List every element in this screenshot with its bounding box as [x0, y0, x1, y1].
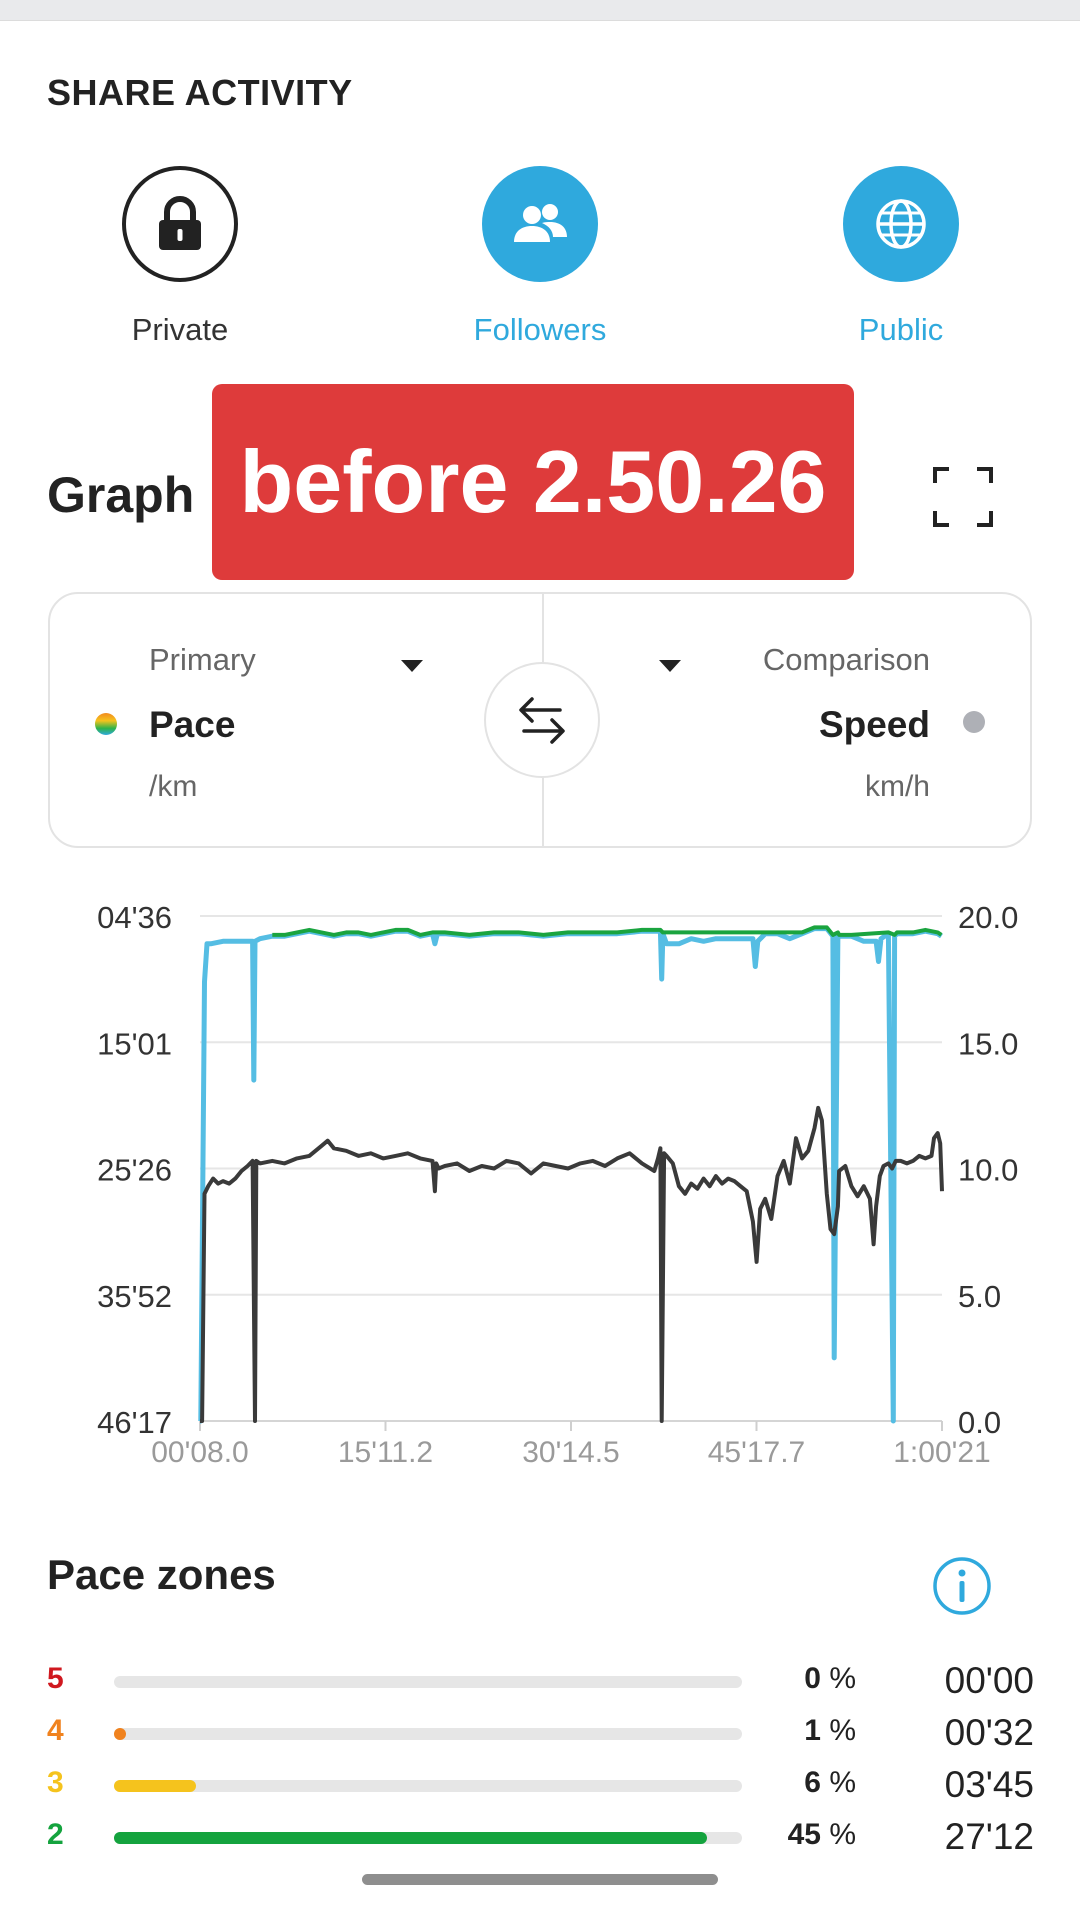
globe-icon [843, 166, 959, 282]
zone-time: 00'32 [944, 1712, 1034, 1753]
pace-zone-row: 2 45 % 27'12 [0, 1816, 1080, 1858]
zone-bar-track [114, 1832, 742, 1844]
home-indicator[interactable] [362, 1874, 718, 1885]
share-option-label: Followers [473, 312, 607, 347]
zone-percent: 0 % [804, 1662, 856, 1695]
primary-unit: /km [149, 770, 198, 803]
speed-series-line [200, 1105, 944, 1423]
pace-zone-row: 5 0 % 00'00 [0, 1660, 1080, 1702]
comparison-unit: km/h [864, 770, 930, 803]
zone-percent: 45 % [787, 1818, 856, 1851]
zone-number: 2 [47, 1818, 64, 1851]
fullscreen-icon[interactable] [932, 466, 994, 528]
zone-bar-track [114, 1780, 742, 1792]
pace-speed-chart[interactable]: 04'36 15'01 25'26 35'52 46'17 20.0 15.0 10.0 5.0… [0, 880, 1080, 1480]
lock-icon [122, 166, 238, 282]
version-banner: before 2.50.26 [212, 384, 854, 580]
comparison-metric: Speed [818, 704, 930, 745]
x-tick-label: 15'11.2 [338, 1436, 433, 1469]
zone-bar-track [114, 1676, 742, 1688]
share-activity-title: SHARE ACTIVITY [47, 72, 353, 113]
y-right-tick-label: 5.0 [958, 1279, 1001, 1314]
info-icon[interactable] [932, 1556, 992, 1616]
chevron-down-icon [401, 660, 423, 672]
zone-bar-fill [114, 1780, 196, 1792]
y-right-tick-label: 0.0 [958, 1405, 1001, 1440]
zone-percent: 6 % [804, 1766, 856, 1799]
graph-title: Graph [47, 467, 195, 523]
comparison-label: Comparison [762, 642, 930, 677]
pace-zone-row: 3 6 % 03'45 [0, 1764, 1080, 1806]
pace-zone-row: 4 1 % 00'32 [0, 1712, 1080, 1754]
speed-legend-dot [963, 711, 985, 733]
zone-number: 3 [47, 1766, 64, 1799]
graph-metric-selector: Primary Pace /km Comparison Speed km/h [48, 592, 1032, 848]
y-right-tick-label: 20.0 [958, 900, 1018, 935]
share-option-label: Private [131, 312, 229, 347]
y-left-tick-label: 04'36 [97, 900, 172, 935]
share-option-label: Public [858, 312, 944, 347]
pace-legend-dot [95, 713, 117, 735]
y-right-tick-label: 10.0 [958, 1153, 1018, 1188]
y-left-tick-label: 25'26 [97, 1153, 172, 1188]
zone-time: 00'00 [944, 1660, 1034, 1701]
x-tick-label: 45'17.7 [708, 1436, 806, 1469]
swap-metrics-button[interactable] [484, 662, 600, 778]
zone-number: 5 [47, 1662, 64, 1695]
chevron-down-icon [659, 660, 681, 672]
x-tick-label: 30'14.5 [522, 1436, 620, 1469]
x-tick-label: 1:00'21 [893, 1436, 991, 1469]
zone-time: 03'45 [944, 1764, 1034, 1805]
y-left-tick-label: 35'52 [97, 1279, 172, 1314]
primary-metric: Pace [149, 704, 236, 745]
share-option-private[interactable]: Private [60, 166, 300, 348]
y-right-tick-label: 15.0 [958, 1026, 1018, 1061]
y-left-tick-label: 46'17 [97, 1405, 172, 1440]
share-option-public[interactable]: Public [781, 166, 1021, 348]
followers-icon [482, 166, 598, 282]
x-tick-label: 00'08.0 [151, 1436, 249, 1469]
zone-bar-fill [114, 1728, 126, 1740]
pace-zones-title: Pace zones [47, 1551, 276, 1598]
status-bar-strip [0, 0, 1080, 21]
zone-percent: 1 % [804, 1714, 856, 1747]
zone-number: 4 [47, 1714, 64, 1747]
pace-zone-overlay [272, 925, 943, 937]
pace-series-line [198, 926, 943, 1424]
swap-arrows-icon [519, 697, 565, 744]
primary-label: Primary [149, 642, 256, 677]
zone-bar-track [114, 1728, 742, 1740]
zone-time: 27'12 [944, 1816, 1034, 1857]
zone-bar-fill [114, 1832, 708, 1844]
share-option-followers[interactable]: Followers [420, 166, 660, 348]
y-left-tick-label: 15'01 [97, 1026, 172, 1061]
